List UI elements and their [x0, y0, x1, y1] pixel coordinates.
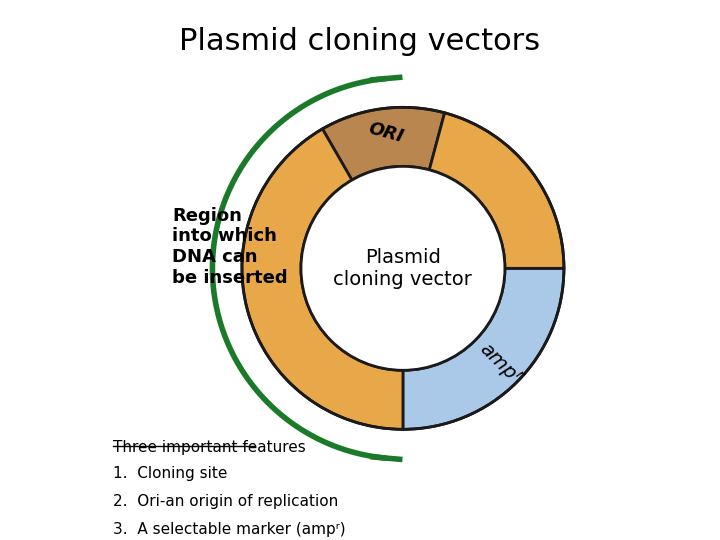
Text: 2.  Ori-an origin of replication: 2. Ori-an origin of replication	[113, 494, 338, 509]
Text: ORI: ORI	[366, 119, 406, 146]
Wedge shape	[403, 268, 564, 429]
Text: Plasmid
cloning vector: Plasmid cloning vector	[333, 248, 472, 289]
Text: 3.  A selectable marker (ampʳ): 3. A selectable marker (ampʳ)	[113, 522, 346, 537]
Text: amp$^r$: amp$^r$	[473, 338, 526, 392]
Text: 1.  Cloning site: 1. Cloning site	[113, 466, 228, 481]
Circle shape	[301, 166, 505, 370]
Text: Plasmid cloning vectors: Plasmid cloning vectors	[179, 27, 541, 56]
Wedge shape	[429, 113, 564, 268]
Wedge shape	[242, 129, 403, 429]
Text: Three important features: Three important features	[113, 440, 306, 455]
Wedge shape	[323, 107, 444, 180]
Text: Region
into which
DNA can
be inserted: Region into which DNA can be inserted	[172, 207, 288, 287]
